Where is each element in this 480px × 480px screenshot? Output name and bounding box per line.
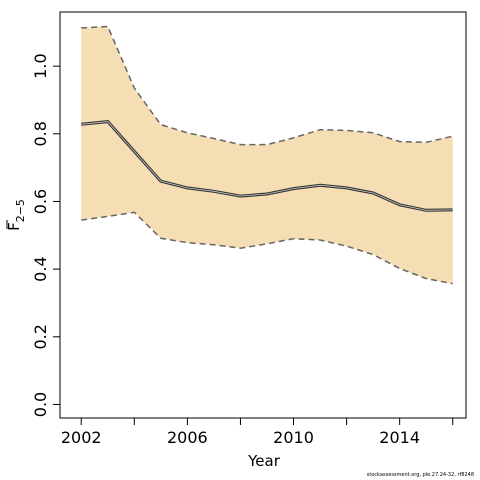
footnote: stockassessment.org, ple.27.24-32, rf824… bbox=[366, 472, 474, 478]
x-tick-label: 2006 bbox=[167, 428, 208, 447]
y-tick-label: 0.4 bbox=[31, 256, 50, 281]
plot-frame bbox=[59, 11, 467, 419]
estimate-line bbox=[81, 120, 453, 212]
x-axis: 2002 2006 2010 2014 bbox=[61, 418, 454, 447]
y-tick-label: 0.8 bbox=[31, 121, 50, 146]
x-axis-title: Year bbox=[247, 452, 281, 470]
x-tick-label: 2002 bbox=[61, 428, 102, 447]
y-tick-label: 0.0 bbox=[31, 392, 50, 417]
y-tick-label: 0.6 bbox=[31, 189, 50, 214]
confidence-bounds bbox=[81, 25, 453, 285]
y-tick-label: 0.2 bbox=[31, 324, 50, 349]
y-tick-label: 1.0 bbox=[31, 53, 50, 78]
upper-bound-line bbox=[81, 25, 453, 146]
y-axis-title-main: F bbox=[5, 222, 23, 231]
svg-text:F2−5: F2−5 bbox=[5, 199, 27, 231]
estimate-line-inner bbox=[81, 121, 453, 211]
confidence-band bbox=[81, 26, 453, 284]
x-tick-label: 2010 bbox=[273, 428, 314, 447]
confidence-band-area bbox=[81, 26, 453, 284]
y-axis-title-subscript: 2−5 bbox=[14, 199, 27, 222]
x-tick-label: 2014 bbox=[379, 428, 420, 447]
y-axis: 0.0 0.2 0.4 0.6 0.8 1.0 bbox=[31, 53, 60, 417]
y-axis-title: F2−5 bbox=[5, 199, 27, 231]
